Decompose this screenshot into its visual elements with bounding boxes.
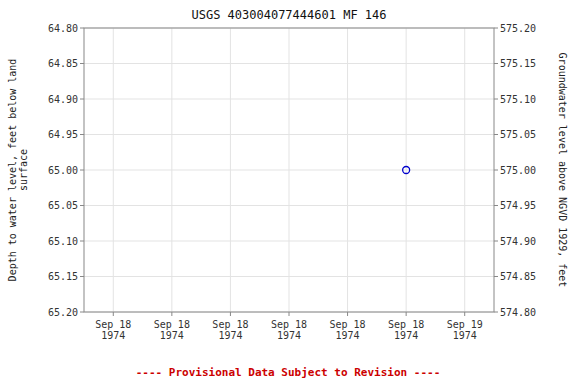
data [403, 167, 410, 174]
text-line: Sep 18 [95, 319, 131, 330]
y-tick-label: 65.00 [48, 165, 78, 176]
tick [494, 170, 498, 171]
x-tick-label: Sep 181974 [388, 319, 424, 341]
text-line: Sep 18 [271, 319, 307, 330]
tick [80, 276, 84, 277]
grid-line [171, 28, 172, 312]
y2-tick-label: 575.10 [500, 94, 536, 105]
text-line: Groundwater level above NGVD 1929, feet [557, 53, 568, 288]
text-line: surface [18, 149, 29, 191]
text-line: 1974 [336, 330, 360, 341]
tick [113, 312, 114, 316]
grid-line [406, 28, 407, 312]
tick [80, 134, 84, 135]
y2-tick-label: 575.00 [500, 165, 536, 176]
grid-line [464, 28, 465, 312]
y-tick-label: 65.20 [48, 307, 78, 318]
x-tick-label: Sep 181974 [271, 319, 307, 341]
y2-tick-label: 574.95 [500, 200, 536, 211]
plot-frame [84, 28, 494, 312]
tick [494, 99, 498, 100]
x-tick-label: Sep 181974 [212, 319, 248, 341]
tick [494, 63, 498, 64]
tick [494, 134, 498, 135]
tick [347, 312, 348, 316]
y-tick-label: 65.15 [48, 271, 78, 282]
tick [494, 312, 498, 313]
title: USGS 403004077444601 MF 146 [191, 8, 386, 22]
text-line: Sep 18 [330, 319, 366, 330]
text-line: Sep 18 [154, 319, 190, 330]
x-tick-label: Sep 181974 [154, 319, 190, 341]
tick [494, 205, 498, 206]
tick [494, 241, 498, 242]
text-line: 1974 [277, 330, 301, 341]
tick [80, 241, 84, 242]
x-tick-label: Sep 181974 [95, 319, 131, 341]
tick [80, 312, 84, 313]
grid [84, 28, 494, 312]
tick [230, 312, 231, 316]
y2-tick-label: 574.90 [500, 236, 536, 247]
tick [171, 312, 172, 316]
point [403, 167, 410, 174]
tick [289, 312, 290, 316]
y2-axis-label: Groundwater level above NGVD 1929, feet [557, 53, 568, 288]
y2-tick-label: 575.20 [500, 23, 536, 34]
tick [494, 28, 498, 29]
text-line: Depth to water level, feet below land [7, 59, 18, 282]
y-tick-label: 65.05 [48, 200, 78, 211]
text-line: 1974 [218, 330, 242, 341]
tick [494, 276, 498, 277]
tick [80, 63, 84, 64]
chart: 64.80 64.85 64.90 64.95 65.00 65.05 65.10 65.15… [0, 0, 576, 384]
tick [80, 28, 84, 29]
text-line: 1974 [160, 330, 184, 341]
y-tick-label: 64.85 [48, 58, 78, 69]
axes: 64.80 64.85 64.90 64.95 65.00 65.05 65.10 65.15… [48, 23, 536, 342]
background [0, 0, 576, 384]
tick [80, 99, 84, 100]
tick [80, 205, 84, 206]
y2-tick-label: 574.80 [500, 307, 536, 318]
y2-tick-label: 575.15 [500, 58, 536, 69]
y-tick-label: 64.90 [48, 94, 78, 105]
grid-line [347, 28, 348, 312]
text-line: Sep 18 [388, 319, 424, 330]
y-tick-label: 64.80 [48, 23, 78, 34]
y-axis-label: Depth to water level, feet below landsur… [7, 59, 29, 282]
tick [80, 170, 84, 171]
x-tick-label: Sep 181974 [330, 319, 366, 341]
tick [464, 312, 465, 316]
text-line: 1974 [394, 330, 418, 341]
text-line: 1974 [101, 330, 125, 341]
annotation: ---- Provisional Data Subject to Revisio… [136, 366, 441, 379]
text-line: Sep 19 [447, 319, 483, 330]
y2-tick-label: 575.05 [500, 129, 536, 140]
grid-line [113, 28, 114, 312]
x-tick-label: Sep 191974 [447, 319, 483, 341]
tick [406, 312, 407, 316]
grid-line [289, 28, 290, 312]
text-line: 1974 [453, 330, 477, 341]
grid-line [230, 28, 231, 312]
y-tick-label: 64.95 [48, 129, 78, 140]
y2-tick-label: 574.85 [500, 271, 536, 282]
text-line: Sep 18 [212, 319, 248, 330]
y-tick-label: 65.10 [48, 236, 78, 247]
